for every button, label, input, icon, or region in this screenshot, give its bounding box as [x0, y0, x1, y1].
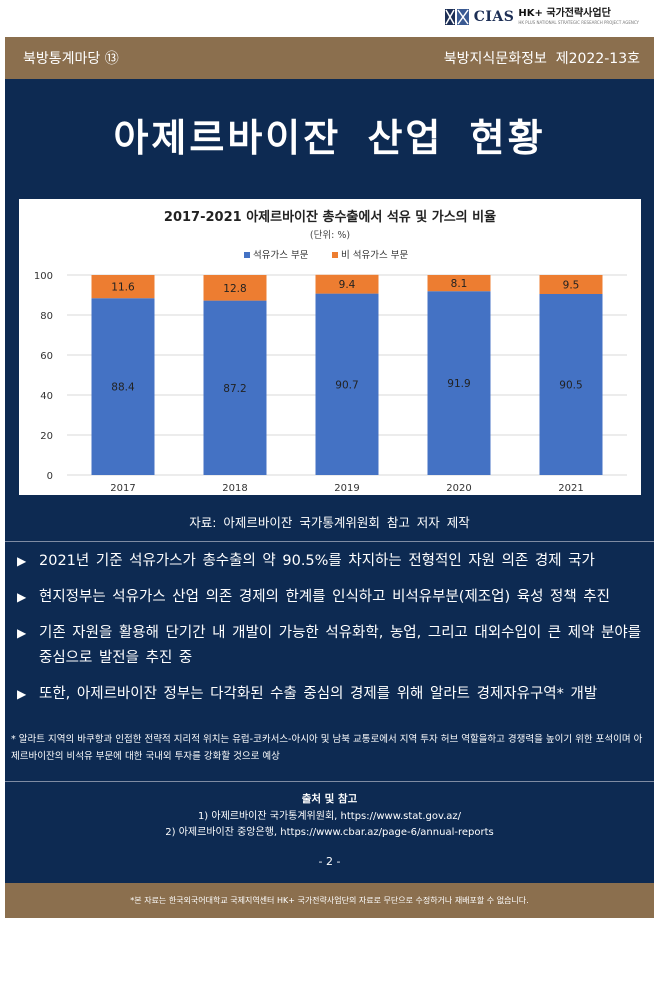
legend-swatch: [332, 252, 338, 258]
stacked-bar-chart: 2017-2021 아제르바이잔 총수출에서 석유 및 가스의 비율 (단위: %…: [34, 209, 627, 494]
source-item: 1) 아제르바이잔 국가통계위원회, https://www.stat.gov.…: [197, 811, 462, 822]
data-label: 11.6: [111, 282, 135, 294]
bullet-item: ▶ 기존 자원을 활용해 단기간 내 개발이 가능한 석유화학, 농업, 그리고…: [17, 621, 647, 671]
data-label: 9.4: [339, 279, 356, 291]
bar-segment: [315, 293, 379, 475]
data-label: 90.7: [335, 379, 358, 391]
chart-subtitle: (단위: %): [310, 229, 350, 241]
cias-logo-mark-icon: [444, 9, 469, 25]
bullet-arrow-icon: ▶: [17, 554, 27, 568]
data-label: 87.2: [223, 383, 246, 395]
chart-source-caption: 자료: 아제르바이잔 국가통계위원회 참고 저자 제작: [189, 515, 470, 530]
source-item: 2) 아제르바이잔 중앙은행, https://www.cbar.az/page…: [165, 827, 494, 838]
bullet-text: 기존 자원을 활용해 단기간 내 개발이 가능한 석유화학, 농업, 그리고 대…: [39, 625, 642, 666]
data-label: 8.1: [451, 278, 468, 290]
x-tick-label: 2020: [446, 483, 471, 494]
data-label: 90.5: [559, 380, 582, 392]
divider-top: [5, 541, 654, 542]
logo-text: CIAS: [473, 9, 515, 25]
header-bar: 북방통계마당 ⑬ 북방지식문화정보 제2022-13호: [5, 37, 654, 79]
copyright-notice: *본 자료는 한국외국어대학교 국제지역센터 HK+ 국가전략사업단의 자료로 …: [130, 896, 529, 905]
logo-subtext: HK PLUS NATIONAL STRATEGIC RESEARCH PROJ…: [518, 20, 639, 25]
divider-bottom: [5, 781, 654, 782]
legend-label: 석유가스 부문: [253, 250, 309, 261]
bar-segment: [203, 275, 267, 301]
x-tick-label: 2019: [334, 483, 359, 494]
bar-segment: [315, 274, 379, 294]
x-tick-label: 2017: [110, 483, 135, 494]
data-label: 9.5: [563, 280, 580, 292]
bullet-arrow-icon: ▶: [17, 590, 27, 604]
data-label: 12.8: [223, 283, 246, 295]
footnote: * 알라트 지역의 바쿠항과 인접한 전략적 지리적 위치는 유럽-코카서스-아…: [11, 734, 643, 762]
y-tick-label: 60: [40, 351, 53, 362]
bar-segment: [427, 275, 491, 292]
series-name: 북방통계마당 ⑬: [23, 51, 119, 67]
bar-segment: [91, 275, 155, 299]
main-panel: 아제르바이잔 산업 현황 2017-2021 아제르바이잔 총수출에서 석유 및…: [5, 79, 654, 883]
y-tick-label: 40: [40, 391, 53, 402]
y-tick-label: 100: [34, 271, 53, 282]
bar-segment: [539, 275, 603, 294]
chart-title: 2017-2021 아제르바이잔 총수출에서 석유 및 가스의 비율: [164, 209, 496, 225]
sources-heading: 출처 및 참고: [301, 793, 358, 805]
bar-segment: [91, 298, 155, 475]
bullet-item: ▶ 2021년 기준 석유가스가 총수출의 약 90.5%를 차지하는 전형적인…: [17, 549, 647, 574]
issue-number: 북방지식문화정보 제2022-13호: [443, 51, 640, 67]
bullet-arrow-icon: ▶: [17, 687, 27, 701]
x-tick-label: 2021: [558, 483, 583, 494]
bullet-list: ▶ 2021년 기준 석유가스가 총수출의 약 90.5%를 차지하는 전형적인…: [17, 549, 647, 718]
page-number: - 2 -: [318, 855, 341, 868]
legend-swatch: [244, 252, 250, 258]
y-tick-label: 20: [40, 431, 53, 442]
x-tick-label: 2018: [222, 483, 247, 494]
bullet-item: ▶ 현지정부는 석유가스 산업 의존 경제의 한계를 인식하고 비석유부분(제조…: [17, 585, 647, 610]
y-tick-label: 0: [47, 471, 53, 482]
chart-container: 2017-2021 아제르바이잔 총수출에서 석유 및 가스의 비율 (단위: %…: [19, 199, 641, 495]
logo-hk-text: HK+ 국가전략사업단: [518, 8, 611, 19]
cias-logo: CIAS HK+ 국가전략사업단 HK PLUS NATIONAL STRATE…: [444, 8, 639, 26]
legend-label: 비 석유가스 부문: [341, 250, 408, 261]
page-title: 아제르바이잔 산업 현황: [113, 116, 546, 160]
data-label: 91.9: [447, 378, 470, 390]
bullet-text: 현지정부는 석유가스 산업 의존 경제의 한계를 인식하고 비석유부분(제조업)…: [39, 589, 610, 605]
bar-segment: [203, 300, 267, 475]
bullet-text: 2021년 기준 석유가스가 총수출의 약 90.5%를 차지하는 전형적인 자…: [39, 553, 595, 569]
data-label: 88.4: [111, 382, 135, 394]
y-tick-label: 80: [40, 311, 53, 322]
bullet-arrow-icon: ▶: [17, 626, 27, 640]
bar-segment: [539, 294, 603, 475]
bar-segment: [427, 291, 491, 475]
bullet-text: 또한, 아제르바이잔 정부는 다각화된 수출 중심의 경제를 위해 알라트 경제…: [39, 686, 598, 702]
footer-bar: *본 자료는 한국외국어대학교 국제지역센터 HK+ 국가전략사업단의 자료로 …: [5, 883, 654, 918]
sources-section: 출처 및 참고 1) 아제르바이잔 국가통계위원회, https://www.s…: [5, 791, 654, 841]
bullet-item: ▶ 또한, 아제르바이잔 정부는 다각화된 수출 중심의 경제를 위해 알라트 …: [17, 682, 647, 707]
